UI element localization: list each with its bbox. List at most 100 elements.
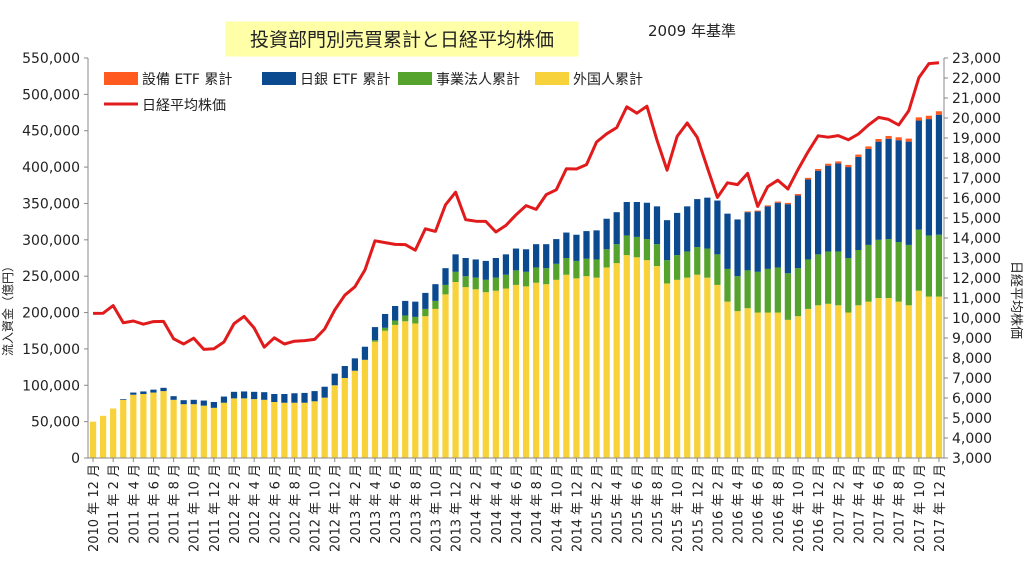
bar-nichigin xyxy=(674,212,681,256)
bar-nichigin xyxy=(845,167,852,258)
bar-gaikoku xyxy=(925,296,933,458)
bar-jigyo xyxy=(512,270,520,285)
x-tick-label: 2016 年 2 月 xyxy=(711,464,726,544)
bar-gaikoku xyxy=(271,402,278,458)
y2-tick-label: 21,000 xyxy=(952,91,1001,107)
bar-nichigin xyxy=(704,197,711,249)
bar-gaikoku xyxy=(663,283,671,458)
bar-nichigin xyxy=(472,259,479,278)
y2-tick-label: 23,000 xyxy=(952,51,1001,67)
bar-jigyo xyxy=(835,251,842,306)
legend-swatch-gaikoku xyxy=(535,72,569,85)
x-tick-label: 2011 年 6 月 xyxy=(147,464,162,544)
bar-gaikoku xyxy=(623,255,630,458)
bar-jigyo xyxy=(704,248,711,278)
bar-gaikoku xyxy=(190,404,197,458)
x-tick-label: 2012 年 8 月 xyxy=(288,464,303,544)
x-ticks-layer: 2010 年 12 月 2011 年 2 月 2011 年 4 月 2011 年 6 … xyxy=(87,458,948,552)
bar-nichigin xyxy=(301,392,308,403)
bar-nichigin xyxy=(381,314,389,328)
bar-jigyo xyxy=(663,260,671,284)
bar-nichigin xyxy=(724,213,731,269)
bar-nichigin xyxy=(291,393,298,403)
bar-jigyo xyxy=(774,267,781,313)
bar-gaikoku xyxy=(220,402,228,458)
bar-gaikoku xyxy=(935,296,943,458)
bar-nichigin xyxy=(915,120,922,230)
bar-jigyo xyxy=(865,244,872,302)
bar-jigyo xyxy=(653,244,661,266)
bar-gaikoku xyxy=(593,277,600,458)
x-tick-label: 2017 年 6 月 xyxy=(873,464,888,544)
bar-nichigin xyxy=(925,119,933,236)
bar-nichigin xyxy=(553,239,560,264)
bar-nichigin xyxy=(663,220,671,261)
bar-gaikoku xyxy=(774,312,781,458)
bar-jigyo xyxy=(764,268,771,313)
bar-gaikoku xyxy=(533,282,540,458)
bar-gaikoku xyxy=(381,330,389,458)
bar-jigyo xyxy=(895,242,902,302)
bar-jigyo xyxy=(674,255,681,280)
x-tick-label: 2015 年 8 月 xyxy=(651,464,666,544)
bar-setsubi xyxy=(885,135,892,139)
bar-nichigin xyxy=(784,204,792,274)
bar-gaikoku xyxy=(835,305,842,458)
bar-jigyo xyxy=(684,251,691,278)
bar-nichigin xyxy=(210,402,217,408)
bar-gaikoku xyxy=(895,301,902,458)
bar-nichigin xyxy=(633,202,640,237)
bar-nichigin xyxy=(583,231,590,259)
y-tick-label: 100,000 xyxy=(22,378,80,394)
bar-nichigin xyxy=(794,195,802,269)
bar-nichigin xyxy=(492,258,499,278)
legend-label-jigyo: 事業法人累計 xyxy=(436,72,520,88)
bar-nichigin xyxy=(613,212,620,245)
bar-gaikoku xyxy=(643,260,651,458)
bar-gaikoku xyxy=(251,399,258,458)
x-tick-label: 2012 年 12 月 xyxy=(329,464,344,552)
bar-jigyo xyxy=(563,258,570,275)
bar-nichigin xyxy=(140,391,147,394)
bar-gaikoku xyxy=(784,319,792,458)
bar-nichigin xyxy=(331,373,338,386)
bar-jigyo xyxy=(744,270,751,309)
bar-jigyo xyxy=(472,277,479,290)
y2-tick-label: 11,000 xyxy=(952,291,1001,307)
bar-jigyo xyxy=(392,320,399,325)
x-tick-label: 2012 年 10 月 xyxy=(309,464,324,552)
bar-gaikoku xyxy=(462,287,469,458)
y2-tick-label: 6,000 xyxy=(952,391,992,407)
bar-setsubi xyxy=(835,161,842,164)
chart-title: 投資部門別売買累計と日経平均株価 xyxy=(250,29,554,51)
bar-setsubi xyxy=(895,137,902,141)
bar-gaikoku xyxy=(915,290,922,458)
bar-jigyo xyxy=(573,260,580,279)
x-tick-label: 2016 年 8 月 xyxy=(772,464,787,544)
bar-nichigin xyxy=(422,292,429,309)
x-tick-label: 2017 年 12 月 xyxy=(933,464,948,552)
bar-nichigin xyxy=(351,358,358,371)
bar-jigyo xyxy=(522,271,530,287)
bar-nichigin xyxy=(341,366,348,378)
y-tick-label: 350,000 xyxy=(22,196,80,212)
y2-tick-label: 4,000 xyxy=(952,431,992,447)
bar-jigyo xyxy=(885,239,892,298)
bar-gaikoku xyxy=(573,278,580,458)
bar-nichigin xyxy=(442,268,449,285)
bar-jigyo xyxy=(422,308,429,317)
bar-gaikoku xyxy=(764,312,771,458)
y2-tick-label: 3,000 xyxy=(952,451,992,467)
bar-gaikoku xyxy=(734,311,741,458)
bar-nichigin xyxy=(875,141,882,240)
y2-tick-label: 16,000 xyxy=(952,191,1001,207)
x-tick-label: 2014 年 10 月 xyxy=(550,464,565,552)
bar-jigyo xyxy=(915,229,922,291)
bar-nichigin xyxy=(261,392,268,400)
y2-tick-label: 19,000 xyxy=(952,131,1001,147)
bar-nichigin xyxy=(623,202,630,236)
bar-nichigin xyxy=(321,386,328,398)
legend-label-gaikoku: 外国人累計 xyxy=(573,72,643,88)
y-tick-label: 200,000 xyxy=(22,306,80,322)
